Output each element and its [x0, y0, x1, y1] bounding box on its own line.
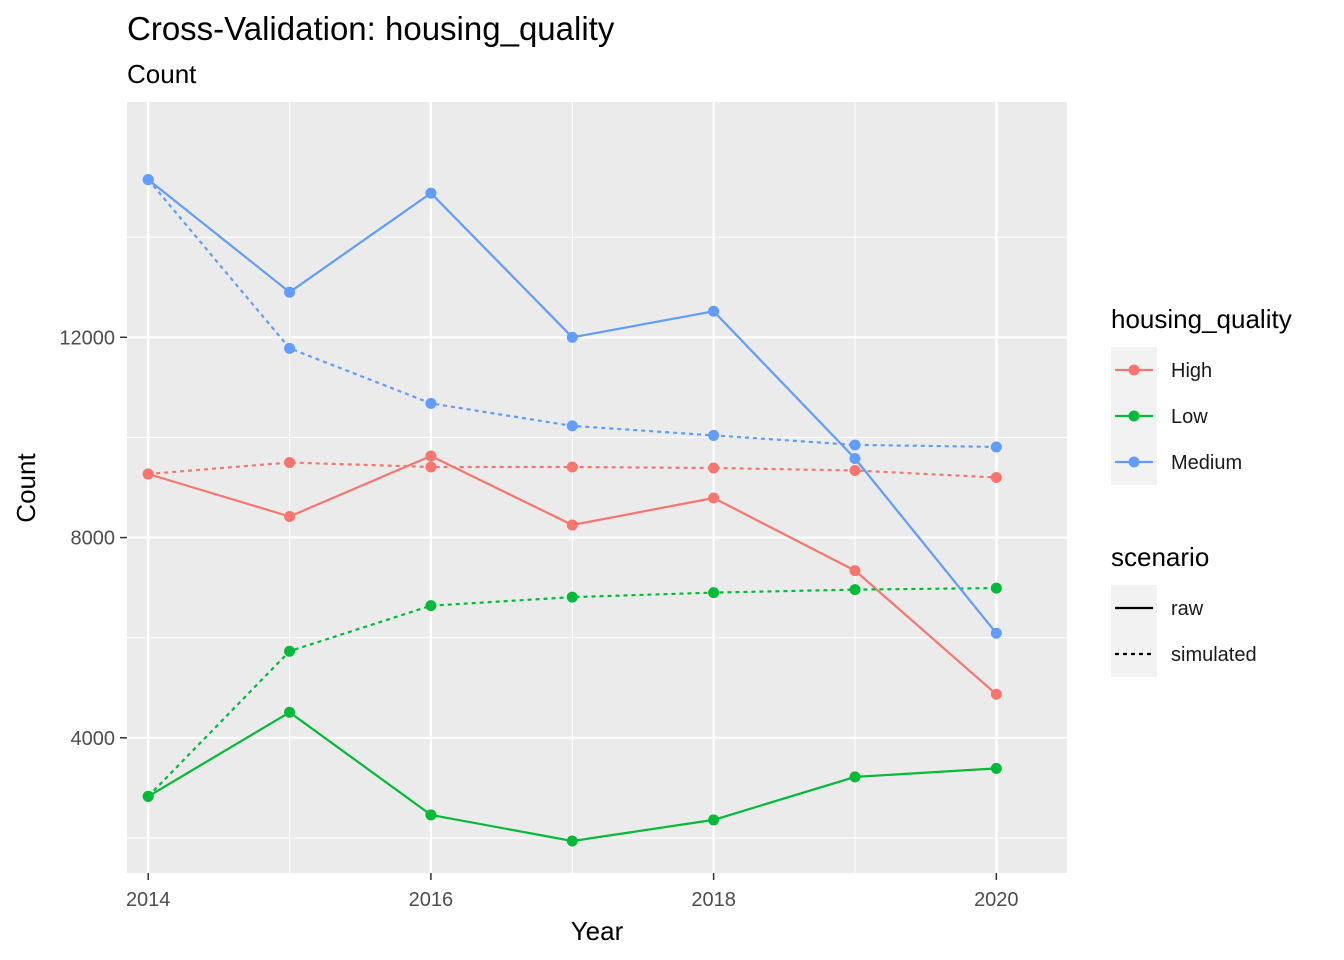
data-point-low-simulated	[708, 587, 720, 599]
data-point-low-raw	[425, 809, 437, 821]
data-point-medium-raw	[566, 331, 578, 343]
data-point-high-raw	[990, 688, 1002, 700]
data-point-low-raw	[284, 706, 296, 718]
legend-label-high: High	[1171, 360, 1212, 382]
data-point-low-simulated	[284, 645, 296, 657]
data-point-high-simulated	[849, 464, 861, 476]
data-point-medium-simulated	[990, 441, 1002, 453]
data-point-low-simulated	[425, 600, 437, 612]
data-point-medium-raw	[849, 452, 861, 464]
y-tick-label: 4000	[71, 728, 116, 750]
data-point-medium-simulated	[849, 439, 861, 451]
legend-label-simulated: simulated	[1171, 644, 1257, 666]
y-axis-ticks: 4000 8000 12000	[59, 327, 127, 750]
data-point-low-raw	[566, 835, 578, 847]
data-point-medium-simulated	[142, 174, 154, 186]
chart-subtitle: Count	[127, 59, 197, 89]
y-axis-title: Count	[11, 453, 41, 523]
data-point-medium-raw	[284, 286, 296, 298]
data-point-low-raw	[849, 771, 861, 783]
data-point-high-raw	[849, 565, 861, 577]
x-tick-label: 2018	[691, 889, 736, 911]
legend-key-point-medium	[1128, 456, 1140, 468]
legend-linetype-key-bg	[1111, 585, 1157, 677]
legend-label-low: Low	[1171, 406, 1208, 428]
data-point-high-simulated	[990, 471, 1002, 483]
data-point-low-raw	[990, 762, 1002, 774]
data-point-medium-simulated	[708, 429, 720, 441]
data-point-medium-raw	[425, 187, 437, 199]
legend-linetype: scenario raw simulated	[1111, 542, 1257, 677]
y-tick-label: 8000	[71, 528, 116, 550]
y-tick-label: 12000	[59, 327, 115, 349]
legend-key-point-low	[1128, 410, 1140, 422]
data-point-medium-raw	[990, 627, 1002, 639]
data-point-medium-raw	[708, 305, 720, 317]
data-point-high-raw	[708, 492, 720, 504]
x-tick-label: 2020	[974, 889, 1019, 911]
data-point-high-raw	[566, 519, 578, 531]
plot-panel	[127, 102, 1067, 873]
data-point-low-simulated	[142, 790, 154, 802]
legend-color-title: housing_quality	[1111, 304, 1292, 334]
x-axis-ticks: 2014 2016 2018 2020	[126, 873, 1019, 911]
data-point-low-simulated	[849, 584, 861, 596]
data-point-low-simulated	[990, 582, 1002, 594]
series-points	[142, 174, 1002, 847]
data-point-medium-simulated	[425, 397, 437, 409]
x-axis-title: Year	[571, 916, 624, 946]
legend-linetype-title: scenario	[1111, 542, 1209, 572]
grid-lines	[127, 102, 1067, 873]
data-point-low-raw	[708, 814, 720, 826]
legend-label-raw: raw	[1171, 598, 1204, 620]
data-point-high-simulated	[566, 461, 578, 473]
data-point-high-simulated	[142, 468, 154, 480]
x-tick-label: 2014	[126, 889, 171, 911]
data-point-medium-simulated	[284, 342, 296, 354]
data-point-high-simulated	[425, 461, 437, 473]
x-tick-label: 2016	[409, 889, 454, 911]
chart-title: Cross-Validation: housing_quality	[127, 10, 615, 47]
data-point-high-raw	[425, 450, 437, 462]
data-point-medium-simulated	[566, 420, 578, 432]
legend-label-medium: Medium	[1171, 452, 1242, 474]
legend-key-point-high	[1128, 364, 1140, 376]
data-point-high-raw	[284, 511, 296, 523]
data-point-low-simulated	[566, 591, 578, 603]
legend-color: housing_quality High Low Medium	[1111, 304, 1292, 485]
data-point-high-simulated	[284, 456, 296, 468]
data-point-high-simulated	[708, 462, 720, 474]
